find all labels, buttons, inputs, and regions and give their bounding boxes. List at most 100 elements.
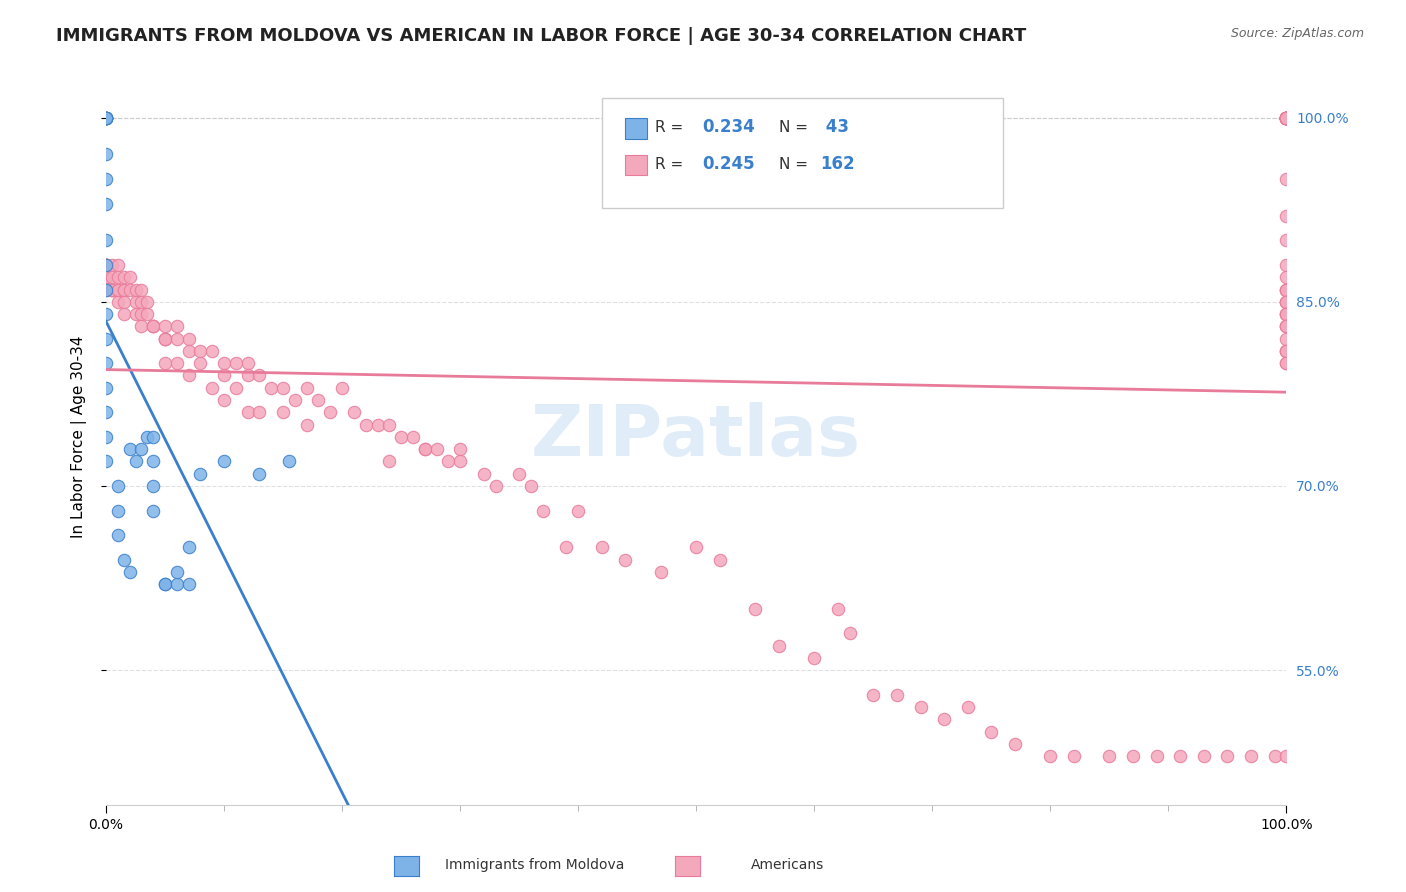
Point <box>112 283 135 297</box>
Point <box>94 307 117 321</box>
Point <box>94 111 117 125</box>
Point <box>402 430 425 444</box>
Point <box>330 381 353 395</box>
Point <box>94 283 117 297</box>
Point <box>124 283 146 297</box>
Point <box>142 319 165 334</box>
Point <box>94 258 117 272</box>
Point <box>142 503 165 517</box>
Point <box>94 111 117 125</box>
Point <box>142 479 165 493</box>
Point <box>1275 234 1298 248</box>
Point <box>94 111 117 125</box>
Point <box>101 283 124 297</box>
Point <box>803 651 825 665</box>
Point <box>190 343 212 358</box>
Point <box>1275 283 1298 297</box>
Point <box>212 454 235 468</box>
Point <box>112 552 135 566</box>
Point <box>101 270 124 285</box>
Point <box>567 503 589 517</box>
Point <box>166 356 188 370</box>
Point <box>142 319 165 334</box>
Point <box>378 417 401 432</box>
Point <box>112 283 135 297</box>
Point <box>94 258 117 272</box>
Point <box>131 283 153 297</box>
Point <box>94 147 117 161</box>
Point <box>153 319 176 334</box>
Point <box>249 405 271 419</box>
Point <box>166 319 188 334</box>
Point <box>685 541 707 555</box>
Point <box>107 283 129 297</box>
Point <box>112 294 135 309</box>
Point <box>449 442 471 457</box>
Point <box>1275 111 1298 125</box>
Point <box>354 417 377 432</box>
Point <box>142 454 165 468</box>
Bar <box>626 154 647 176</box>
Text: 43: 43 <box>820 119 849 136</box>
Point <box>1275 283 1298 297</box>
Point <box>449 454 471 468</box>
Point <box>249 467 271 481</box>
Point <box>94 258 117 272</box>
Point <box>1275 294 1298 309</box>
Point <box>94 270 117 285</box>
Point <box>508 467 530 481</box>
Point <box>1275 749 1298 764</box>
Point <box>94 234 117 248</box>
Text: Source: ZipAtlas.com: Source: ZipAtlas.com <box>1230 27 1364 40</box>
Point <box>910 700 932 714</box>
Point <box>956 700 979 714</box>
Point <box>118 270 141 285</box>
Point <box>136 307 159 321</box>
Point <box>118 283 141 297</box>
Point <box>308 392 330 407</box>
Point <box>124 454 146 468</box>
Point <box>101 283 124 297</box>
Point <box>94 111 117 125</box>
Point <box>94 283 117 297</box>
Text: 162: 162 <box>820 155 855 173</box>
Point <box>1275 111 1298 125</box>
Point <box>177 541 200 555</box>
Point <box>236 405 259 419</box>
Point <box>124 307 146 321</box>
Point <box>555 541 578 555</box>
Point <box>107 270 129 285</box>
Point <box>827 601 849 615</box>
Point <box>118 565 141 579</box>
Point <box>212 356 235 370</box>
Point <box>614 552 637 566</box>
Text: 0.234: 0.234 <box>702 119 755 136</box>
Text: N =: N = <box>779 157 813 172</box>
Text: Immigrants from Moldova: Immigrants from Moldova <box>444 858 624 872</box>
Point <box>1275 343 1298 358</box>
Point <box>413 442 436 457</box>
Point <box>1275 111 1298 125</box>
FancyBboxPatch shape <box>602 98 1002 209</box>
Point <box>212 392 235 407</box>
Point <box>136 430 159 444</box>
Point <box>1192 749 1215 764</box>
Point <box>1275 258 1298 272</box>
Point <box>437 454 460 468</box>
Point <box>413 442 436 457</box>
Point <box>190 467 212 481</box>
Point <box>650 565 672 579</box>
Point <box>118 442 141 457</box>
Point <box>1275 111 1298 125</box>
Y-axis label: In Labor Force | Age 30-34: In Labor Force | Age 30-34 <box>72 335 87 538</box>
Point <box>366 417 388 432</box>
Point <box>1275 283 1298 297</box>
Point <box>709 552 731 566</box>
Point <box>1275 307 1298 321</box>
Point <box>1275 332 1298 346</box>
Point <box>1275 343 1298 358</box>
Point <box>131 442 153 457</box>
Point <box>94 258 117 272</box>
Point <box>153 332 176 346</box>
Point <box>236 368 259 383</box>
